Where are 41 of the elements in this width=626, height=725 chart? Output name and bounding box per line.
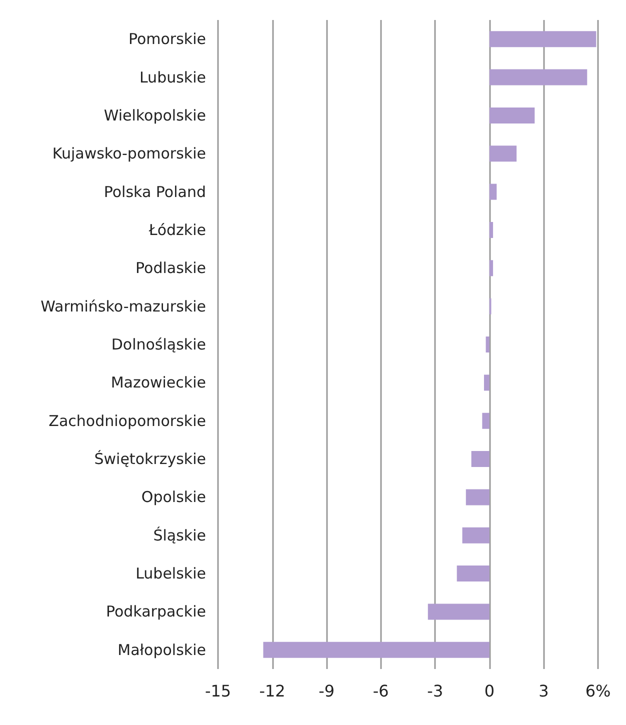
x-tick-label: 0 bbox=[484, 682, 495, 700]
x-tick-label: 3 bbox=[538, 682, 549, 700]
x-tick-label: -15 bbox=[204, 682, 232, 700]
y-tick-label: Opolskie bbox=[141, 488, 206, 506]
x-tick-label: -9 bbox=[318, 682, 335, 700]
bar bbox=[456, 566, 490, 582]
bar bbox=[486, 336, 490, 352]
y-tick-label: Warmińsko-mazurskie bbox=[40, 297, 206, 316]
x-tick-label: -3 bbox=[427, 682, 444, 700]
y-tick-label: Łódzkie bbox=[148, 220, 206, 239]
y-tick-label: Świętokrzyskie bbox=[94, 450, 206, 468]
y-tick-label: Małopolskie bbox=[118, 640, 206, 659]
y-tick-label: Podkarpackie bbox=[106, 602, 206, 621]
y-tick-label: Śląskie bbox=[153, 526, 206, 544]
y-tick-label: Mazowieckie bbox=[110, 374, 206, 392]
bar bbox=[489, 222, 494, 238]
bar bbox=[263, 642, 490, 658]
y-tick-label: Polska Poland bbox=[104, 182, 206, 201]
bar bbox=[489, 31, 596, 48]
y-tick-label: Lubelskie bbox=[136, 564, 206, 583]
y-tick-label: Lubuskie bbox=[139, 68, 206, 86]
bar bbox=[489, 107, 535, 124]
bar bbox=[489, 184, 497, 200]
bar bbox=[484, 374, 490, 391]
x-tick-label: -12 bbox=[259, 682, 286, 700]
bar bbox=[462, 527, 490, 544]
y-tick-label: Kujawsko-pomorskie bbox=[52, 144, 206, 163]
bar bbox=[471, 451, 490, 468]
x-tick-label: -6 bbox=[372, 682, 389, 700]
x-tick-label: 6% bbox=[585, 682, 611, 700]
y-tick-label: Wielkopolskie bbox=[104, 106, 206, 124]
bar bbox=[482, 412, 490, 429]
bar bbox=[489, 260, 494, 276]
y-tick-label: Dolnośląskie bbox=[111, 336, 206, 354]
bar bbox=[489, 69, 588, 86]
y-tick-label: Podlaskie bbox=[136, 259, 206, 278]
y-tick-label: Pomorskie bbox=[128, 30, 206, 48]
y-tick-label: Zachodniopomorskie bbox=[48, 412, 206, 430]
bar bbox=[428, 604, 490, 620]
bar bbox=[489, 146, 517, 162]
bar bbox=[466, 489, 490, 506]
